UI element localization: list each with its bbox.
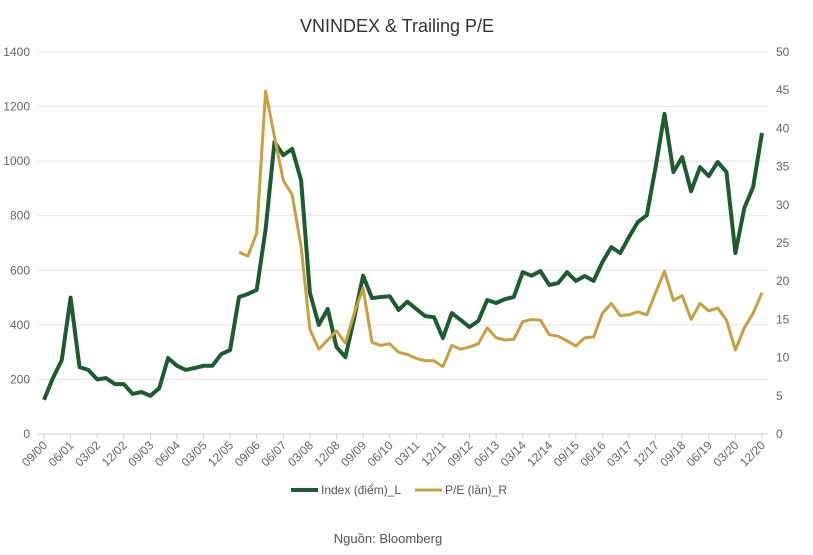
- y-left-tick-label: 800: [10, 209, 30, 223]
- x-axis: 09/0006/0103/0212/0209/0306/0403/0512/05…: [19, 434, 768, 469]
- y-left-tick-label: 0: [23, 427, 30, 441]
- y-right-tick-label: 20: [776, 274, 790, 288]
- x-tick-label: 12/05: [205, 438, 236, 469]
- y-left-tick-label: 600: [10, 263, 30, 277]
- y-left-tick-label: 200: [10, 372, 30, 386]
- x-tick-label: 09/12: [444, 438, 475, 469]
- series-lines: [42, 89, 764, 401]
- x-tick-label: 12/20: [737, 438, 768, 469]
- y-left-tick-label: 400: [10, 318, 30, 332]
- y-axis-left: 0 200 400 600 800 1000 1200 1400: [3, 45, 30, 441]
- x-tick-label: 03/05: [179, 438, 210, 469]
- y-right-tick-label: 45: [776, 83, 790, 97]
- x-tick-label: 12/08: [312, 438, 343, 469]
- x-tick-label: 06/04: [152, 438, 183, 469]
- x-tick-label: 12/11: [419, 438, 450, 469]
- y-right-tick-label: 10: [776, 351, 790, 365]
- x-tick-label: 03/14: [498, 438, 529, 469]
- legend-label-index: Index (điểm)_L: [321, 483, 401, 497]
- x-tick-label: 12/14: [524, 438, 555, 469]
- x-tick-label: 06/07: [258, 438, 289, 469]
- x-tick-label: 09/03: [125, 438, 156, 469]
- y-axis-right: 0 5 10 15 20 25 30 35 40 45 50: [776, 45, 790, 441]
- x-tick-label: 09/18: [657, 438, 688, 469]
- x-tick-label: 09/15: [551, 438, 582, 469]
- x-tick-label: 03/20: [710, 438, 741, 469]
- y-right-tick-label: 30: [776, 198, 790, 212]
- x-tick-label: 06/01: [46, 438, 77, 469]
- source-note: Nguồn: Bloomberg: [334, 531, 442, 546]
- legend: Index (điểm)_L P/E (lần)_R: [291, 483, 507, 497]
- x-tick-label: 06/16: [577, 438, 608, 469]
- legend-item-index[interactable]: Index (điểm)_L: [291, 483, 401, 497]
- series-line-index: [42, 111, 764, 401]
- series-line-pe: [238, 89, 764, 369]
- x-tick-label: 03/17: [604, 438, 635, 469]
- y-right-tick-label: 50: [776, 45, 790, 59]
- y-right-tick-label: 15: [776, 312, 790, 326]
- x-tick-label: 09/09: [338, 438, 369, 469]
- y-left-tick-label: 1400: [3, 45, 30, 59]
- x-tick-label: 06/19: [684, 438, 715, 469]
- x-tick-label: 03/02: [72, 438, 103, 469]
- x-tick-label: 03/11: [392, 438, 423, 469]
- y-left-tick-label: 1000: [3, 154, 30, 168]
- y-right-tick-label: 0: [776, 427, 783, 441]
- x-tick-label: 12/02: [99, 438, 130, 469]
- x-tick-label: 03/08: [285, 438, 316, 469]
- x-tick-label: 09/00: [19, 438, 50, 469]
- x-tick-label: 06/10: [365, 438, 396, 469]
- y-right-tick-label: 5: [776, 389, 783, 403]
- x-tick-label: 09/06: [232, 438, 263, 469]
- x-tick-label: 12/17: [631, 438, 662, 469]
- legend-label-pe: P/E (lần)_R: [445, 483, 507, 497]
- x-tick-label: 06/13: [471, 438, 502, 469]
- y-right-tick-label: 25: [776, 236, 790, 250]
- gridlines: [38, 51, 768, 435]
- legend-item-pe[interactable]: P/E (lần)_R: [415, 483, 507, 497]
- chart-title: VNINDEX & Trailing P/E: [300, 16, 494, 36]
- y-right-tick-label: 35: [776, 160, 790, 174]
- y-left-tick-label: 1200: [3, 100, 30, 114]
- y-right-tick-label: 40: [776, 121, 790, 135]
